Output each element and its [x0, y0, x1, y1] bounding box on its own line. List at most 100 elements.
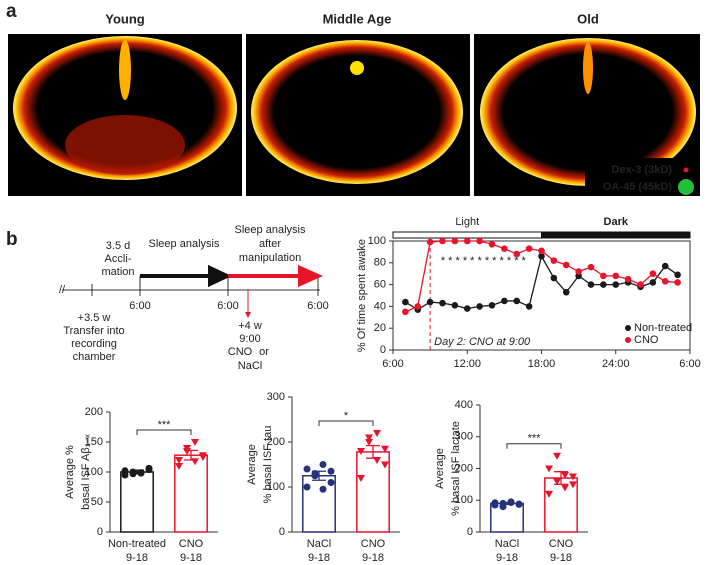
phase-bar [541, 231, 691, 239]
x-tick-label: NaCl [307, 538, 331, 550]
x-tick-label: 6:00 [679, 358, 700, 370]
timeline-label: after [259, 238, 281, 250]
y-tick-label: 40 [374, 300, 386, 312]
data-point [545, 490, 553, 498]
data-point [575, 268, 582, 275]
data-point [183, 445, 191, 452]
data-point [674, 271, 681, 279]
significance: *** [158, 419, 172, 431]
data-point [637, 281, 644, 288]
data-point [538, 247, 545, 255]
data-point [365, 434, 373, 442]
y-tick-label: 0 [279, 526, 285, 538]
y-tick-label: 100 [85, 466, 103, 478]
data-point [327, 479, 335, 486]
data-point [381, 461, 389, 469]
y-tick-label: 200 [85, 406, 103, 418]
data-point [439, 299, 446, 307]
significance: * [344, 410, 349, 422]
data-point [550, 274, 558, 282]
timeline-label: 3.5 d [106, 240, 130, 252]
timeline-label: chamber [73, 351, 116, 363]
data-point [515, 500, 523, 508]
data-point [439, 237, 446, 245]
data-point [488, 240, 496, 248]
data-point [357, 475, 365, 482]
data-point [451, 237, 459, 245]
data-point [538, 252, 545, 260]
data-point [569, 473, 577, 481]
y-tick-label: 100 [368, 235, 386, 247]
data-point [373, 430, 381, 437]
significance-bracket [506, 443, 562, 449]
y-axis-label: % Of time spent awake [356, 239, 368, 352]
x-tick-sublabel: 9-18 [126, 552, 148, 564]
data-point [121, 467, 129, 475]
data-point [357, 448, 365, 455]
data-point [327, 467, 335, 475]
significance: * * * * * * * * * * * * [441, 255, 527, 267]
y-tick-label: 300 [267, 391, 285, 403]
error-bar [130, 469, 144, 475]
timeline-label: manipulation [239, 252, 301, 264]
timeline-label: +3.5 w [78, 312, 111, 324]
panel-label: a [6, 1, 17, 22]
image-legend: Dex-3 (3kD) OA-45 (45kD) [585, 158, 700, 196]
significance-bracket [136, 429, 192, 435]
data-point [501, 245, 508, 252]
timeline-label: recording [71, 338, 117, 350]
y-tick-label: 100 [267, 481, 285, 493]
data-point [553, 478, 561, 486]
data-point [476, 303, 483, 310]
data-point [569, 481, 577, 489]
data-point [561, 484, 569, 492]
data-point [587, 281, 595, 288]
x-tick-sublabel: 9-18 [362, 552, 384, 564]
legend-label: Non-treated [634, 322, 692, 334]
data-point [550, 257, 558, 264]
image-title: Young [105, 11, 145, 26]
data-point [426, 298, 434, 306]
timeline-time: 6:00 [217, 300, 238, 312]
data-point [501, 297, 508, 305]
y-axis-label: % basal ISF lactate [450, 421, 462, 516]
legend-swatch [683, 167, 689, 173]
data-point [674, 279, 681, 286]
data-point [319, 485, 327, 493]
bar [174, 454, 208, 533]
legend-label: CNO [634, 334, 659, 346]
data-point [175, 463, 183, 470]
data-point [463, 237, 471, 245]
y-tick-label: 300 [455, 431, 473, 443]
timeline-label: Transfer into [63, 325, 124, 337]
x-tick-sublabel: 9-18 [496, 552, 518, 564]
brain-images [8, 34, 700, 196]
significance: *** [528, 433, 542, 445]
legend-text: Dex-3 (3kD) [611, 164, 672, 176]
y-tick-label: 400 [455, 399, 473, 411]
data-point [191, 439, 199, 446]
legend-text: OA-45 (45kD) [603, 181, 672, 193]
x-tick-sublabel: 9-18 [550, 552, 572, 564]
timeline: // 3.5 d Accli- mation Sleep analysis Sl… [59, 224, 329, 372]
x-tick-label: CNO [549, 538, 574, 550]
x-tick-label: CNO [179, 538, 204, 550]
data-point [402, 308, 409, 316]
y-tick-label: 80 [374, 257, 386, 269]
y-tick-label: 0 [467, 526, 473, 538]
data-point [661, 262, 669, 270]
data-point [476, 237, 483, 245]
phase-label: Light [455, 216, 479, 228]
y-tick-label: 150 [85, 436, 103, 448]
x-tick-label: CNO [361, 538, 386, 550]
data-point [562, 288, 570, 296]
data-point [649, 270, 657, 278]
data-point [303, 483, 311, 491]
data-point [488, 302, 496, 309]
data-point [612, 281, 620, 288]
x-tick-sublabel: 9-18 [180, 552, 202, 564]
data-point [600, 272, 607, 280]
data-point [561, 471, 569, 479]
x-tick-label: 24:00 [602, 358, 630, 370]
